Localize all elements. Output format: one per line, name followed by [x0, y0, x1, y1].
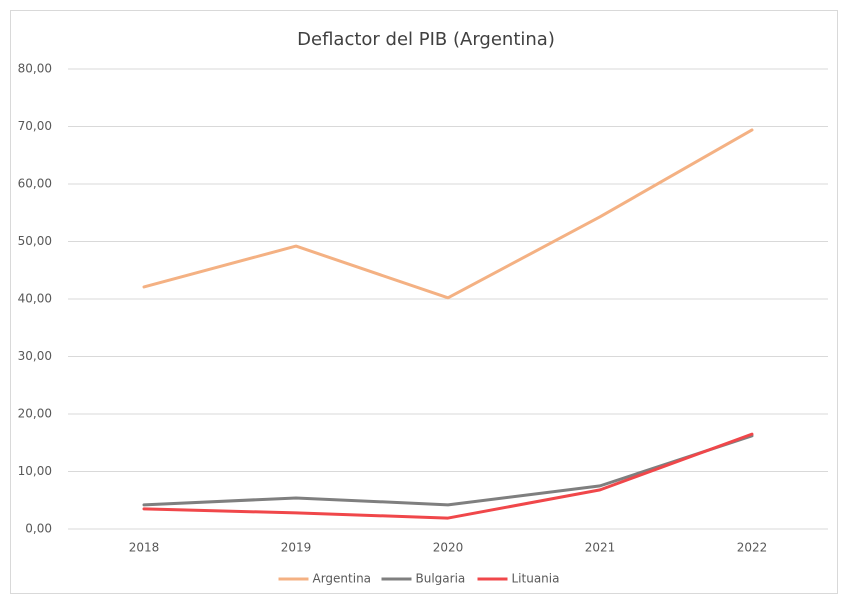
y-tick-label: 70,00	[18, 119, 52, 133]
x-tick-label: 2020	[433, 541, 464, 555]
y-tick-label: 50,00	[18, 234, 52, 248]
y-tick-label: 80,00	[18, 62, 52, 76]
legend-label: Argentina	[313, 572, 372, 586]
chart-border	[10, 10, 838, 594]
y-tick-label: 60,00	[18, 177, 52, 191]
chart-title: Deflactor del PIB (Argentina)	[297, 29, 555, 50]
series-line	[142, 434, 754, 507]
series-line	[142, 128, 754, 300]
y-tick-label: 0,00	[25, 522, 52, 536]
y-tick-label: 30,00	[18, 349, 52, 363]
x-tick-label: 2021	[585, 541, 616, 555]
legend-label: Bulgaria	[416, 572, 466, 586]
x-tick-label: 2018	[129, 541, 160, 555]
legend-label: Lituania	[512, 572, 560, 586]
y-tick-label: 40,00	[18, 292, 52, 306]
y-tick-label: 20,00	[18, 407, 52, 421]
x-tick-label: 2019	[281, 541, 312, 555]
x-tick-label: 2022	[737, 541, 768, 555]
series-line	[142, 432, 754, 520]
y-tick-label: 10,00	[18, 464, 52, 478]
